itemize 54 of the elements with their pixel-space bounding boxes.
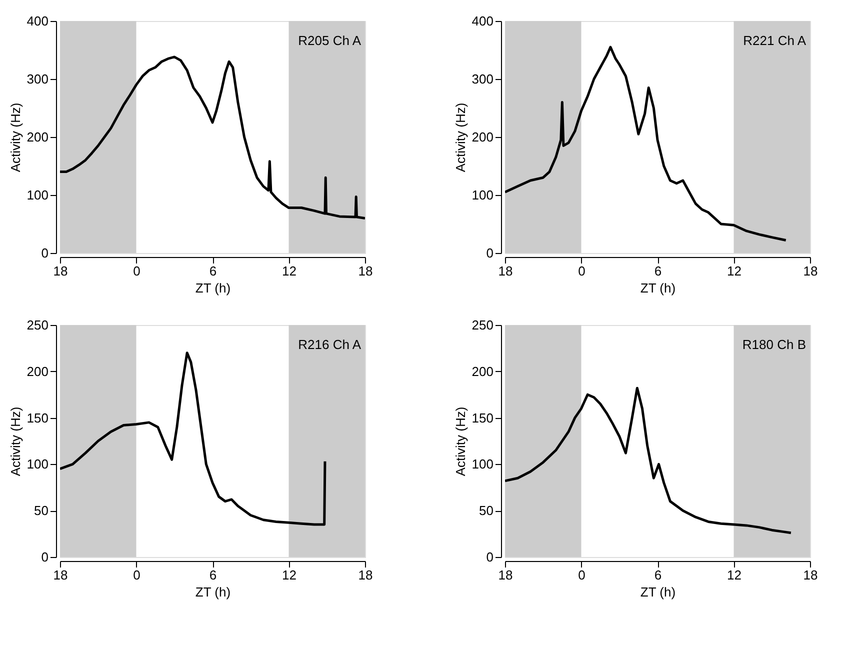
y-axis-title: Activity (Hz): [452, 406, 468, 476]
y-tick-label: 150: [26, 410, 48, 426]
x-tick-label: 6: [654, 264, 662, 278]
y-tick-label: 50: [34, 503, 48, 518]
x-tick-label: 0: [133, 568, 140, 582]
y-tick-label: 300: [472, 72, 494, 86]
x-tick-label: 6: [209, 568, 217, 582]
y-axis-title: Activity (Hz): [8, 102, 23, 172]
x-tick-label: 0: [578, 568, 586, 582]
y-tick-label: 100: [26, 188, 48, 202]
y-tick-label: 0: [486, 550, 494, 564]
x-tick-label: 18: [53, 264, 68, 278]
x-tick-label: 18: [358, 568, 373, 582]
y-tick-label: 150: [472, 410, 494, 426]
annotation: R216 Ch A: [298, 337, 362, 352]
x-tick-label: 6: [209, 264, 217, 278]
x-tick-label: 18: [358, 264, 373, 278]
x-tick-label: 12: [282, 568, 296, 582]
y-tick-label: 0: [41, 246, 48, 260]
y-tick-label: 200: [472, 364, 494, 379]
y-tick-label: 400: [472, 14, 494, 28]
y-tick-label: 0: [41, 550, 48, 564]
y-tick-label: 200: [26, 364, 48, 379]
y-axis-title: Activity (Hz): [452, 102, 468, 172]
y-tick-label: 100: [26, 456, 48, 472]
x-tick-label: 18: [803, 568, 818, 582]
x-axis-title: ZT (h): [195, 280, 231, 296]
y-tick-label: 300: [26, 72, 48, 86]
x-axis-title: ZT (h): [195, 584, 231, 600]
x-tick-label: 6: [654, 568, 662, 582]
x-tick-label: 12: [727, 264, 742, 278]
annotation: R180 Ch B: [742, 337, 806, 352]
x-axis-title: ZT (h): [640, 584, 676, 600]
y-tick-label: 250: [26, 318, 48, 332]
x-tick-label: 18: [53, 568, 68, 582]
x-tick-label: 12: [727, 568, 742, 582]
annotation: R205 Ch A: [298, 33, 362, 48]
y-tick-label: 400: [26, 14, 48, 28]
x-tick-label: 0: [133, 264, 140, 278]
x-axis-title: ZT (h): [640, 280, 676, 296]
y-tick-label: 250: [472, 318, 494, 332]
y-tick-label: 50: [479, 503, 494, 518]
x-tick-label: 12: [282, 264, 296, 278]
y-tick-label: 200: [472, 130, 494, 144]
x-tick-label: 0: [578, 264, 586, 278]
annotation: R221 Ch A: [743, 33, 806, 48]
y-tick-label: 0: [486, 246, 494, 260]
x-tick-label: 18: [803, 264, 818, 278]
y-tick-label: 200: [26, 130, 48, 144]
x-tick-label: 18: [498, 568, 513, 582]
y-tick-label: 100: [472, 188, 494, 202]
x-tick-label: 18: [498, 264, 513, 278]
y-tick-label: 100: [472, 456, 494, 472]
y-axis-title: Activity (Hz): [8, 406, 23, 476]
